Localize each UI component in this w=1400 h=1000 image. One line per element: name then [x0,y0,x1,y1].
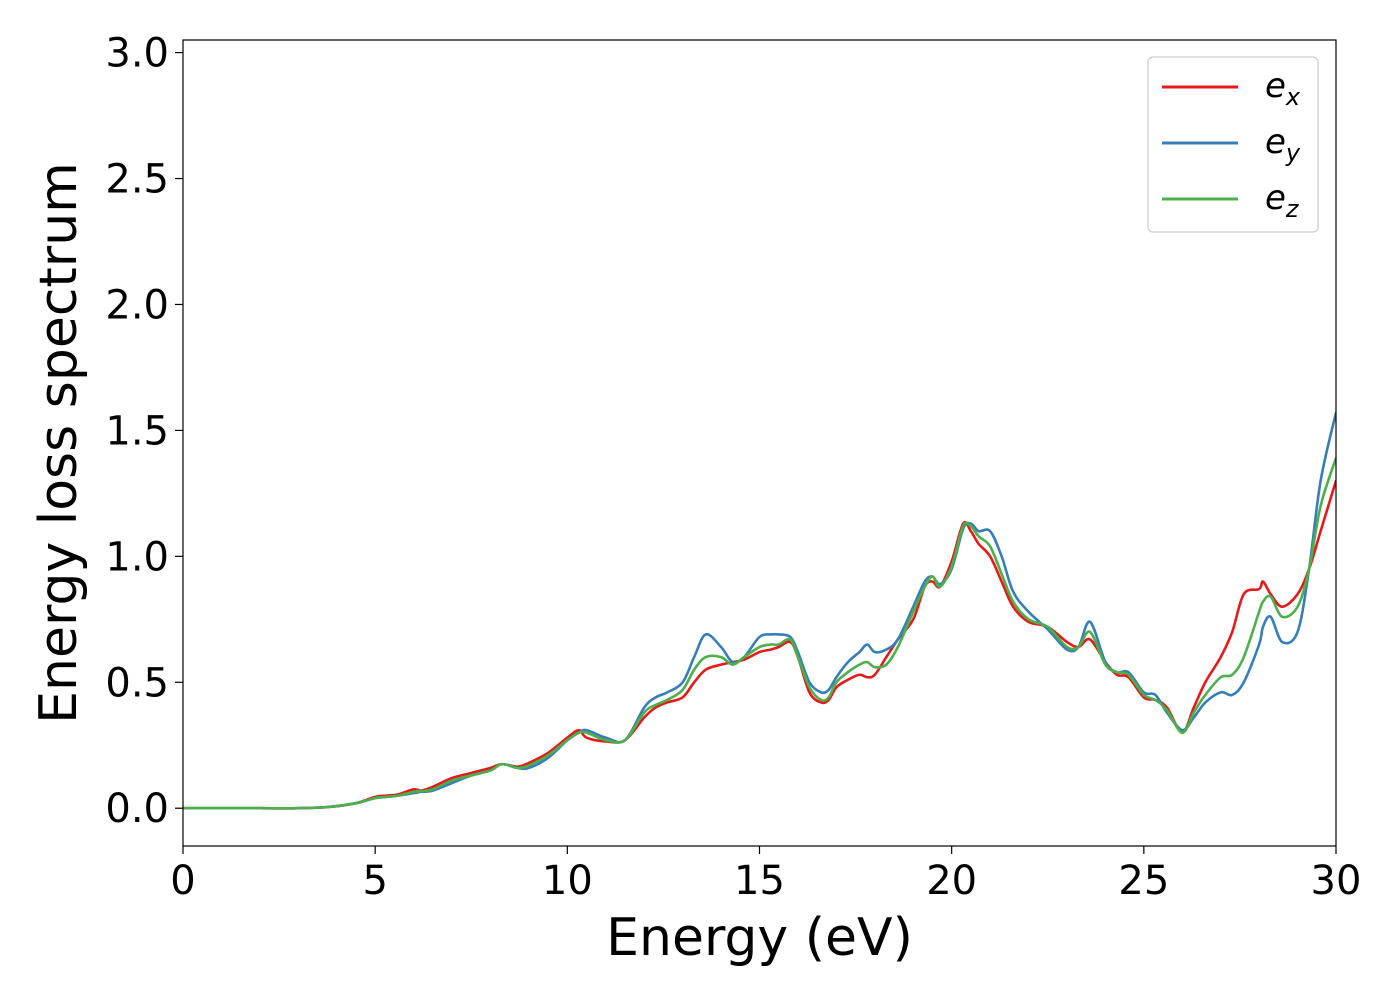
series-line-z [183,456,1336,810]
series-line-y [183,411,1336,810]
legend-label-main: e [1265,178,1286,218]
x-tick-label: 25 [1118,858,1169,904]
axes-layer: 0 5 10 15 20 25 30 0.0 0.5 1.0 1.5 2.0 2.5 3.0 [105,31,1361,904]
legend-label-x: ex [1265,66,1301,111]
x-tick-label: 0 [170,858,195,904]
x-tick-label: 20 [926,858,977,904]
legend-label-subscript: y [1285,139,1301,167]
y-tick-label: 0.5 [105,660,169,706]
y-tick-label: 3.0 [105,31,169,77]
y-tick-label: 2.0 [105,282,169,328]
legend-label-subscript: z [1285,195,1300,223]
y-tick-label: 1.0 [105,534,169,580]
x-axis-title: Energy (eV) [606,908,913,968]
legend-label-subscript: x [1285,83,1301,111]
x-tick-label: 15 [734,858,785,904]
legend-label-main: e [1265,66,1286,106]
y-tick-label: 2.5 [105,157,169,203]
x-tick-label: 30 [1311,858,1362,904]
y-tick-label: 1.5 [105,408,169,454]
legend-label-z: ez [1265,178,1300,223]
legend-label-main: e [1265,122,1286,162]
series-line-x [183,479,1336,810]
y-tick-label: 0.0 [105,786,169,832]
x-tick-label: 10 [542,858,593,904]
plot-layer [183,411,1336,810]
legend-label-y: ey [1265,122,1301,167]
x-tick-label: 5 [362,858,387,904]
y-axis-title: Energy loss spectrum [29,162,89,724]
